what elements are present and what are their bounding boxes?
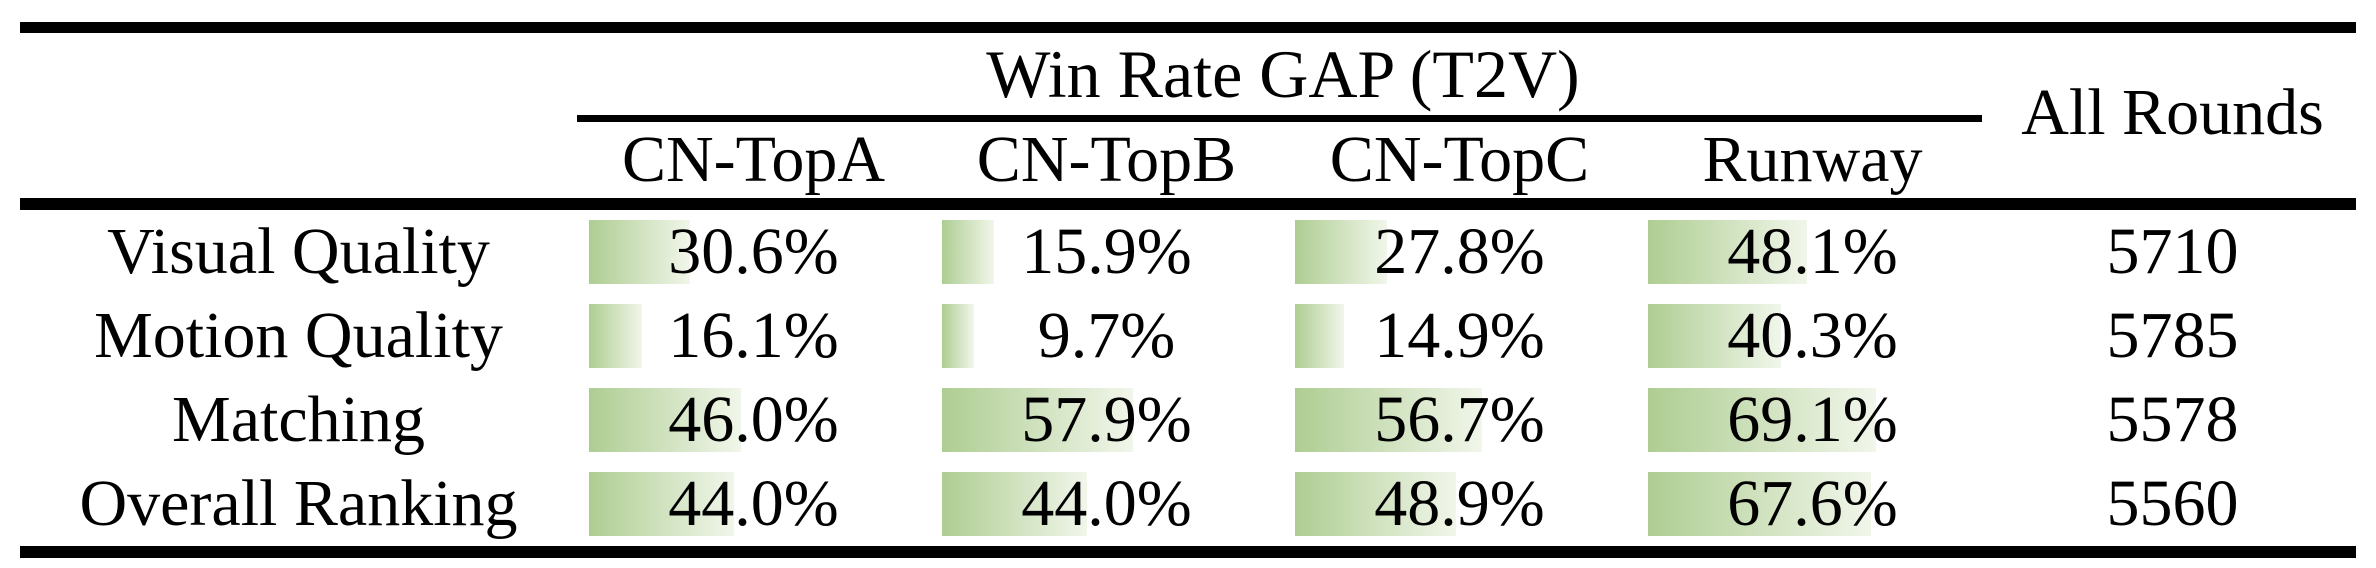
data-cell: 44.0% — [577, 462, 930, 546]
bar-track — [1295, 388, 1625, 452]
row-label: Motion Quality — [94, 299, 503, 372]
table-row: Visual Quality 30.6% 15.9% 27.8% 48.1% 5… — [20, 210, 2356, 294]
bar-track — [1295, 304, 1625, 368]
win-rate-bar — [942, 472, 1088, 536]
cell-value: 16.1% — [668, 299, 839, 372]
cell-value: 9.7% — [1037, 299, 1176, 372]
table-row: Motion Quality 16.1% 9.7% 14.9% 40.3% 57… — [20, 294, 2356, 378]
cell-value: 57.9% — [1021, 383, 1192, 456]
column-header-cn-topa: CN-TopA — [621, 123, 886, 196]
bar-track — [589, 388, 919, 452]
table-row: Overall Ranking 44.0% 44.0% 48.9% 67.6% … — [20, 462, 2356, 546]
data-cell: 16.1% — [577, 294, 930, 378]
row-label-header-empty — [20, 122, 577, 198]
table-row: Matching 46.0% 57.9% 56.7% 69.1% 5578 — [20, 378, 2356, 462]
bar-track — [589, 220, 919, 284]
bar-track — [589, 472, 919, 536]
cell-value: 40.3% — [1727, 299, 1898, 372]
bar-track — [942, 472, 1272, 536]
cell-value: 48.9% — [1374, 467, 1545, 540]
cell-value: 48.1% — [1727, 215, 1898, 288]
row-label: Visual Quality — [107, 215, 490, 288]
cell-value: 44.0% — [1021, 467, 1192, 540]
data-cell: 15.9% — [930, 210, 1283, 294]
data-cell: 67.6% — [1636, 462, 1989, 546]
data-cell: 40.3% — [1636, 294, 1989, 378]
cell-value: 30.6% — [668, 215, 839, 288]
bar-track — [1648, 388, 1978, 452]
all-rounds-value: 5578 — [2106, 383, 2239, 456]
column-header-row: CN-TopA CN-TopB CN-TopC Runway — [20, 122, 2356, 198]
win-rate-bar — [1295, 388, 1483, 452]
bar-track — [1648, 472, 1978, 536]
table-group-title: Win Rate GAP (T2V) — [986, 35, 1580, 112]
row-label: Overall Ranking — [79, 467, 518, 540]
bar-track — [1295, 472, 1625, 536]
win-rate-bar — [1295, 220, 1387, 284]
all-rounds-value: 5785 — [2106, 299, 2239, 372]
win-rate-bar — [1648, 472, 1872, 536]
cell-value: 44.0% — [668, 467, 839, 540]
data-cell: 27.8% — [1283, 210, 1636, 294]
win-rate-bar — [1648, 388, 1877, 452]
win-rate-bar — [589, 472, 735, 536]
data-cell: 44.0% — [930, 462, 1283, 546]
bar-track — [1295, 220, 1625, 284]
data-cell: 14.9% — [1283, 294, 1636, 378]
column-header-runway: Runway — [1702, 123, 1923, 196]
win-rate-bar — [1648, 304, 1781, 368]
win-rate-bar — [589, 220, 690, 284]
table-rule-header-separator — [20, 198, 2356, 210]
row-label: Matching — [172, 383, 425, 456]
bar-track — [942, 304, 1272, 368]
data-cell: 48.1% — [1636, 210, 1989, 294]
data-cell: 57.9% — [930, 378, 1283, 462]
table-body: Visual Quality 30.6% 15.9% 27.8% 48.1% 5… — [20, 210, 2356, 546]
cell-value: 69.1% — [1727, 383, 1898, 456]
bar-track — [1648, 220, 1978, 284]
win-rate-bar — [942, 304, 974, 368]
cell-value: 56.7% — [1374, 383, 1545, 456]
cell-value: 67.6% — [1727, 467, 1898, 540]
win-rate-table: Win Rate GAP (T2V) All Rounds CN-TopA CN… — [20, 22, 2356, 558]
all-rounds-value: 5710 — [2106, 215, 2239, 288]
data-cell: 30.6% — [577, 210, 930, 294]
win-rate-bar — [1295, 472, 1457, 536]
cell-value: 14.9% — [1374, 299, 1545, 372]
cell-value: 27.8% — [1374, 215, 1545, 288]
all-rounds-value: 5560 — [2106, 467, 2239, 540]
group-title-underline — [577, 115, 1982, 122]
win-rate-bar — [1648, 220, 1807, 284]
cell-value: 46.0% — [668, 383, 839, 456]
bar-track — [1648, 304, 1978, 368]
column-header-cn-topc: CN-TopC — [1329, 123, 1590, 196]
bar-track — [942, 220, 1272, 284]
data-cell: 46.0% — [577, 378, 930, 462]
table-rule-top — [20, 22, 2356, 33]
data-cell: 9.7% — [930, 294, 1283, 378]
bar-track — [589, 304, 919, 368]
column-header-cn-topb: CN-TopB — [976, 123, 1237, 196]
win-rate-bar — [589, 388, 741, 452]
cell-value: 15.9% — [1021, 215, 1192, 288]
table-rule-bottom — [20, 546, 2356, 558]
data-cell: 56.7% — [1283, 378, 1636, 462]
bar-track — [942, 388, 1272, 452]
data-cell: 48.9% — [1283, 462, 1636, 546]
win-rate-bar — [1295, 304, 1345, 368]
win-rate-bar — [942, 220, 995, 284]
win-rate-bar — [942, 388, 1134, 452]
win-rate-bar — [589, 304, 643, 368]
data-cell: 69.1% — [1636, 378, 1989, 462]
all-rounds-header: All Rounds — [2021, 76, 2324, 149]
